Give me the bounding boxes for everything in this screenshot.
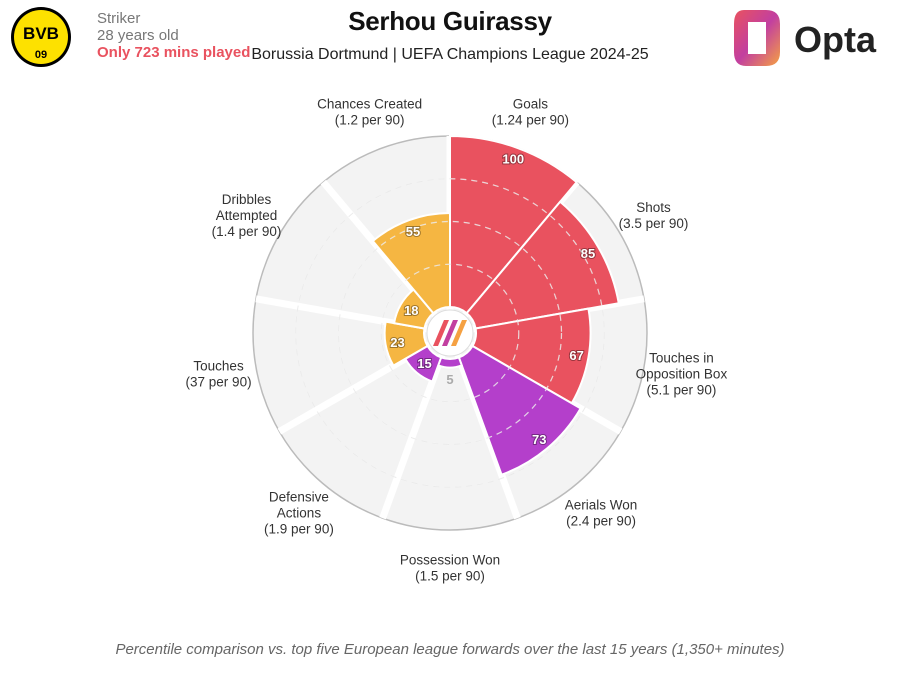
club-badge-text-top: BVB: [23, 24, 59, 43]
bar-touches-in: [471, 307, 592, 405]
value-label: 15: [417, 356, 431, 371]
value-label: 18: [404, 303, 418, 318]
category-label: Dribbles Attempted (1.4 per 90): [212, 192, 282, 239]
player-age: 28 years old: [97, 27, 179, 44]
page-subtitle: Borussia Dortmund | UEFA Champions Leagu…: [251, 46, 649, 63]
grid-ring-shade: [295, 178, 605, 488]
page-title: Serhou Guirassy: [348, 6, 552, 36]
opta-logo: Opta: [734, 10, 877, 66]
value-label: 55: [406, 224, 420, 239]
player-position: Striker: [97, 10, 141, 27]
player-meta: Striker 28 years old Only 723 mins playe…: [97, 10, 250, 61]
value-label: 23: [390, 335, 404, 350]
minutes-warning: Only 723 mins played: [97, 44, 251, 61]
opta-mark-icon: [734, 10, 780, 66]
category-label: Possession Won (1.5 per 90): [400, 553, 500, 584]
opta-stripes-icon: [433, 320, 467, 346]
footnote: Percentile comparison vs. top five Europ…: [115, 641, 785, 658]
bar-possession-won: [436, 356, 464, 369]
grid-ring-shade: [338, 221, 562, 445]
value-label: 5: [446, 372, 453, 387]
category-label: Touches (37 per 90): [186, 358, 252, 389]
category-label: Chances Created (1.2 per 90): [317, 97, 422, 128]
bar-shots: [465, 200, 620, 330]
value-label: 67: [569, 348, 583, 363]
grid-ring: [337, 220, 563, 446]
grid-ring-shade: [380, 263, 520, 403]
bar-touches: [383, 320, 429, 368]
bar-goals: [449, 134, 579, 315]
value-label: 100: [502, 152, 524, 167]
bar-aerials-won: [457, 344, 582, 477]
opta-wordmark: Opta: [794, 19, 877, 60]
category-label: Goals (1.24 per 90): [492, 97, 569, 128]
grid-ring: [380, 263, 520, 403]
grid-ring: [295, 178, 605, 488]
category-label: Shots (3.5 per 90): [619, 200, 689, 231]
club-badge: BVB 09: [11, 7, 71, 67]
value-label: 85: [581, 246, 595, 261]
category-label: Touches in Opposition Box (5.1 per 90): [636, 350, 728, 397]
value-label: 73: [532, 432, 546, 447]
category-label: Aerials Won (2.4 per 90): [565, 498, 638, 529]
club-badge-text-bottom: 09: [35, 49, 47, 61]
category-label: Defensive Actions (1.9 per 90): [264, 490, 334, 537]
